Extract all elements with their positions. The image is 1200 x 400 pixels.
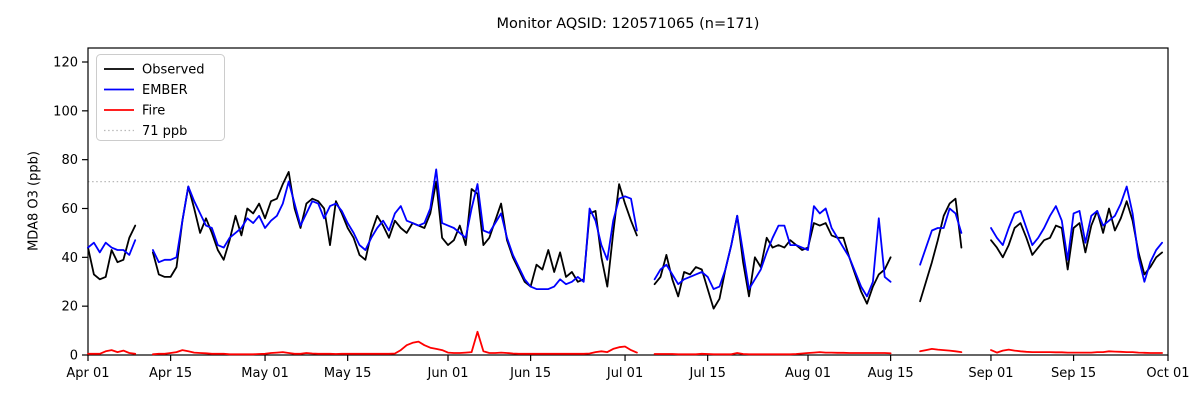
x-tick-label: Oct 01 — [1146, 366, 1189, 381]
y-tick-label: 100 — [53, 104, 78, 119]
legend-item: 71 ppb — [104, 124, 187, 139]
series-line-observed — [151, 170, 638, 288]
y-axis-label: MDA8 O3 (ppb) — [26, 151, 42, 251]
x-tick-label: May 01 — [241, 366, 289, 381]
legend-label: Observed — [142, 63, 205, 78]
x-tick-label: Jun 15 — [509, 366, 551, 381]
series-line-fire — [990, 348, 1163, 354]
x-tick-label: Sep 15 — [1051, 366, 1096, 381]
y-tick-label: 60 — [61, 202, 78, 217]
y-tick-label: 80 — [61, 153, 78, 168]
x-tick-label: Apr 01 — [66, 366, 109, 381]
series-line-observed — [87, 224, 137, 281]
y-tick-label: 40 — [61, 251, 78, 266]
series-line-ember — [919, 207, 963, 266]
legend-label: Fire — [142, 104, 165, 119]
legend-label: 71 ppb — [142, 124, 187, 139]
legend-box — [96, 54, 225, 141]
series-line-ember — [151, 168, 638, 291]
series-line-ember — [990, 185, 1163, 283]
series-line-observed — [653, 214, 892, 310]
legend-item: Fire — [104, 104, 165, 119]
y-tick-label: 120 — [53, 56, 78, 71]
legend-item: EMBER — [104, 83, 188, 98]
legend-label: EMBER — [142, 83, 188, 98]
x-tick-label: Jul 01 — [606, 366, 643, 381]
series-line-fire — [653, 351, 892, 356]
legend-item: Observed — [104, 63, 205, 78]
chart-title: Monitor AQSID: 120571065 (n=171) — [496, 16, 760, 32]
y-tick-label: 20 — [61, 300, 78, 315]
x-tick-label: Aug 15 — [868, 366, 914, 381]
x-tick-label: Jul 15 — [688, 366, 725, 381]
y-tick-label: 0 — [70, 349, 78, 364]
series-line-fire — [87, 349, 137, 355]
x-tick-label: May 15 — [324, 366, 372, 381]
series-line-fire — [919, 347, 963, 354]
x-tick-label: Aug 01 — [785, 366, 831, 381]
x-tick-label: Sep 01 — [968, 366, 1013, 381]
x-tick-label: Apr 15 — [149, 366, 192, 381]
axes-box — [87, 47, 1169, 356]
series-line-ember — [653, 205, 892, 298]
legend: Observed EMBER Fire 71 ppb — [96, 54, 225, 141]
series-line-fire — [151, 330, 638, 356]
series-line-ember — [87, 239, 137, 256]
x-tick-label: Jun 01 — [427, 366, 469, 381]
